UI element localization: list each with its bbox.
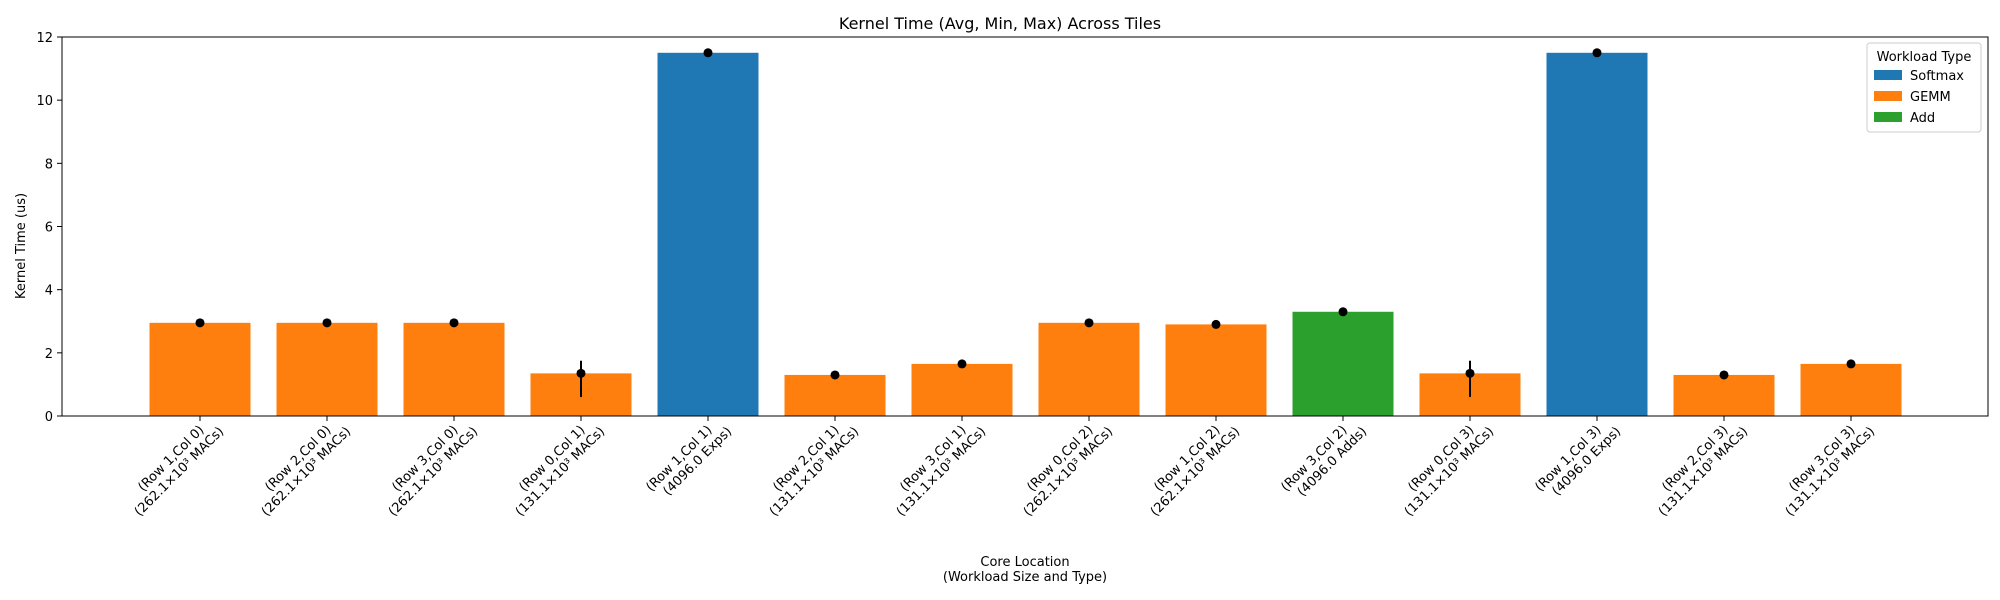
avg-marker: [1465, 368, 1475, 378]
avg-marker: [830, 370, 840, 380]
avg-marker: [322, 318, 332, 328]
x-tick-label-group: (Row 1,Col 1)(4096.0 Exps): [643, 423, 735, 499]
legend: Workload Type Softmax GEMM Add: [1866, 42, 1982, 133]
x-tick-label-group: (Row 0,Col 3)(131.1×10³ MACs): [1402, 423, 1497, 520]
x-tick-label-group: (Row 1,Col 2)(262.1×10³ MACs): [1148, 423, 1243, 520]
legend-swatch: [1874, 112, 1902, 122]
x-tick-label-group: (Row 3,Col 0)(262.1×10³ MACs): [386, 423, 481, 520]
legend-label: Softmax: [1910, 69, 1964, 84]
x-tick-label-size: (131.1×10³ MACs): [767, 424, 862, 519]
x-tick-label-size: (262.1×10³ MACs): [386, 424, 481, 519]
x-tick-label-size: (262.1×10³ MACs): [132, 424, 227, 519]
x-tick-label-group: (Row 1,Col 0)(262.1×10³ MACs): [132, 423, 227, 520]
avg-marker: [1719, 370, 1729, 380]
x-tick-label-group: (Row 3,Col 2)(4096.0 Adds): [1278, 423, 1370, 500]
x-axis-label-line1: Core Location: [980, 555, 1069, 570]
avg-marker: [1592, 48, 1602, 58]
y-tick-label: 6: [45, 221, 53, 236]
x-tick-label-size: (131.1×10³ MACs): [1656, 424, 1751, 519]
axes-frame: [61, 36, 1989, 417]
avg-marker: [703, 48, 713, 58]
bar: [1292, 311, 1394, 416]
x-tick-label-size: (131.1×10³ MACs): [1783, 424, 1878, 519]
bar: [1038, 322, 1140, 416]
y-tick-label: 12: [36, 31, 53, 46]
chart-title: Kernel Time (Avg, Min, Max) Across Tiles: [839, 14, 1161, 33]
x-tick-label-group: (Row 2,Col 0)(262.1×10³ MACs): [259, 423, 354, 520]
y-axis-label: Kernel Time (us): [14, 193, 29, 299]
x-tick-label-size: (262.1×10³ MACs): [259, 424, 354, 519]
legend-box: [1866, 42, 1982, 133]
y-tick-label: 10: [36, 94, 53, 109]
legend-label: GEMM: [1910, 90, 1951, 105]
avg-marker: [1846, 359, 1856, 369]
bar: [1165, 324, 1267, 416]
bar: [403, 322, 505, 416]
bar: [657, 52, 759, 417]
x-tick-label-size: (262.1×10³ MACs): [1148, 424, 1243, 519]
avg-marker: [1211, 319, 1221, 329]
y-tick-label: 0: [45, 410, 53, 425]
avg-marker: [576, 368, 586, 378]
x-axis-label-line2: (Workload Size and Type): [943, 570, 1107, 585]
x-tick-label-size: (131.1×10³ MACs): [1402, 424, 1497, 519]
x-tick-label-group: (Row 3,Col 1)(131.1×10³ MACs): [894, 423, 989, 520]
avg-marker: [449, 318, 459, 328]
plot-area: 0 2 4 6 8 10 12 (Row 1,Col 0)(262.1×10³ MACs) (R…: [36, 31, 1902, 520]
x-tick-label-group: (Row 0,Col 1)(131.1×10³ MACs): [513, 423, 608, 520]
y-tick-label: 2: [45, 347, 53, 362]
x-tick-label-size: (262.1×10³ MACs): [1021, 424, 1116, 519]
bar: [911, 363, 1013, 416]
y-axis-label-group: Kernel Time (us): [14, 193, 29, 299]
bar: [1546, 52, 1648, 417]
bar: [276, 322, 378, 416]
y-tick-label: 4: [45, 284, 53, 299]
bar: [1673, 374, 1775, 416]
bar: [784, 374, 886, 416]
bar: [1800, 363, 1902, 416]
bar: [149, 322, 251, 416]
legend-swatch: [1874, 91, 1902, 101]
legend-swatch: [1874, 70, 1902, 80]
x-tick-label-group: (Row 3,Col 3)(131.1×10³ MACs): [1783, 423, 1878, 520]
avg-marker: [957, 359, 967, 369]
legend-label: Add: [1910, 111, 1935, 126]
avg-marker: [1084, 318, 1094, 328]
x-tick-label-size: (131.1×10³ MACs): [513, 424, 608, 519]
avg-marker: [195, 318, 205, 328]
y-tick-label: 8: [45, 157, 53, 172]
legend-title: Workload Type: [1877, 50, 1972, 65]
x-tick-label-group: (Row 1,Col 3)(4096.0 Exps): [1532, 423, 1624, 499]
x-tick-label-group: (Row 2,Col 1)(131.1×10³ MACs): [767, 423, 862, 520]
avg-marker: [1338, 307, 1348, 317]
x-tick-label-group: (Row 2,Col 3)(131.1×10³ MACs): [1656, 423, 1751, 520]
x-tick-label-size: (131.1×10³ MACs): [894, 424, 989, 519]
x-tick-label-group: (Row 0,Col 2)(262.1×10³ MACs): [1021, 423, 1116, 520]
